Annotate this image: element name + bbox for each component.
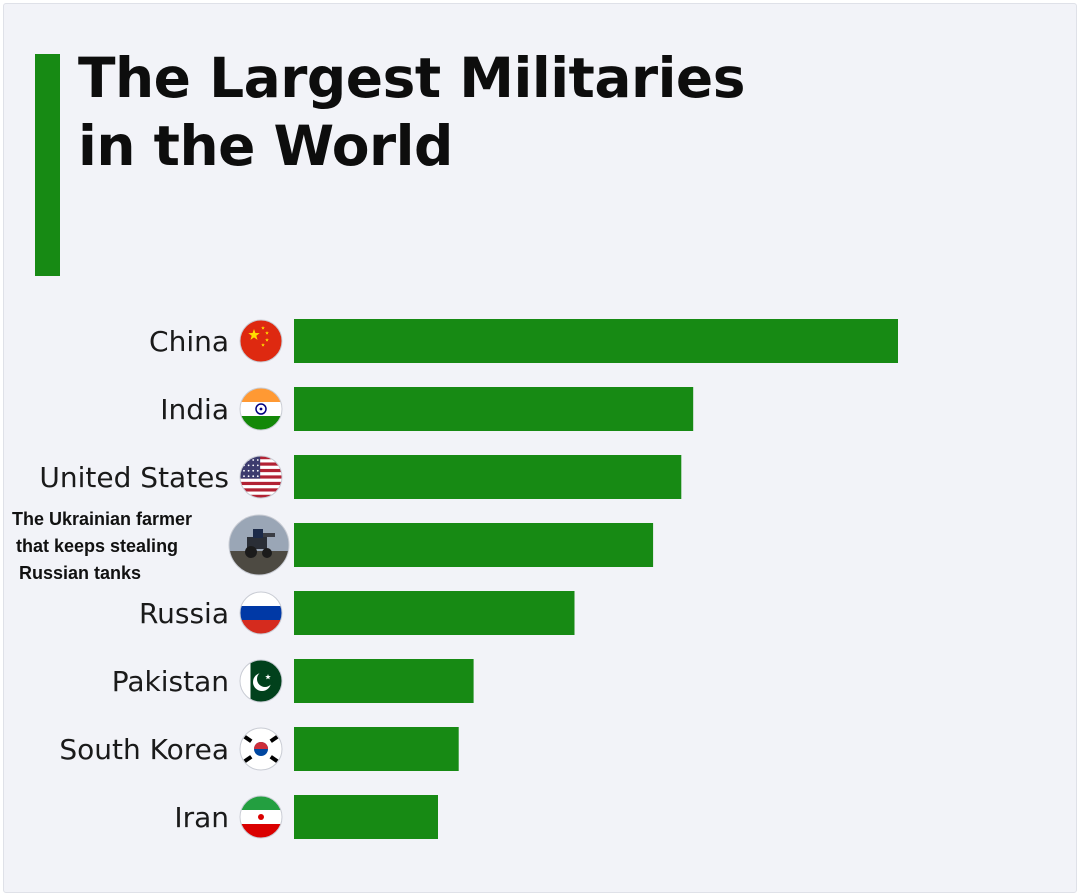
category-label-5: Pakistan: [112, 665, 229, 698]
category-label-2: United States: [39, 461, 229, 494]
title-accent-bar: [35, 54, 60, 276]
iran-flag-icon: [239, 795, 283, 839]
category-label-7: Iran: [174, 801, 229, 834]
bar-5: [294, 659, 474, 703]
bar-1: [294, 387, 694, 431]
category-label-3-line-0: The Ukrainian farmer: [12, 509, 192, 529]
tractor-photo-icon: [228, 514, 290, 576]
category-label-3: The Ukrainian farmer that keeps stealing R…: [12, 509, 192, 583]
south-korea-flag-icon: [239, 727, 283, 771]
bar-2: [294, 455, 682, 499]
usa-flag-icon: [239, 455, 283, 499]
bar-0: [294, 319, 898, 363]
chart-title: The Largest Militaries in the World: [78, 44, 978, 180]
category-label-3-line-1: that keeps stealing: [16, 536, 178, 556]
india-flag-icon: [239, 387, 283, 431]
category-label-6: South Korea: [59, 733, 229, 766]
pakistan-flag-icon: [239, 659, 283, 703]
category-label-1: India: [160, 393, 229, 426]
china-flag-icon: [239, 319, 283, 363]
category-label-4: Russia: [139, 597, 229, 630]
chart-card: The Largest Militaries in the World: [3, 3, 1077, 893]
chart-title-line-1: The Largest Militaries: [78, 46, 745, 110]
bar-6: [294, 727, 459, 771]
chart-title-line-2: in the World: [78, 114, 453, 178]
bar-4: [294, 591, 575, 635]
russia-flag-icon: [239, 591, 283, 635]
bar-7: [294, 795, 438, 839]
bar-3: [294, 523, 654, 567]
category-label-0: China: [149, 325, 229, 358]
category-label-3-line-2: Russian tanks: [19, 563, 141, 583]
